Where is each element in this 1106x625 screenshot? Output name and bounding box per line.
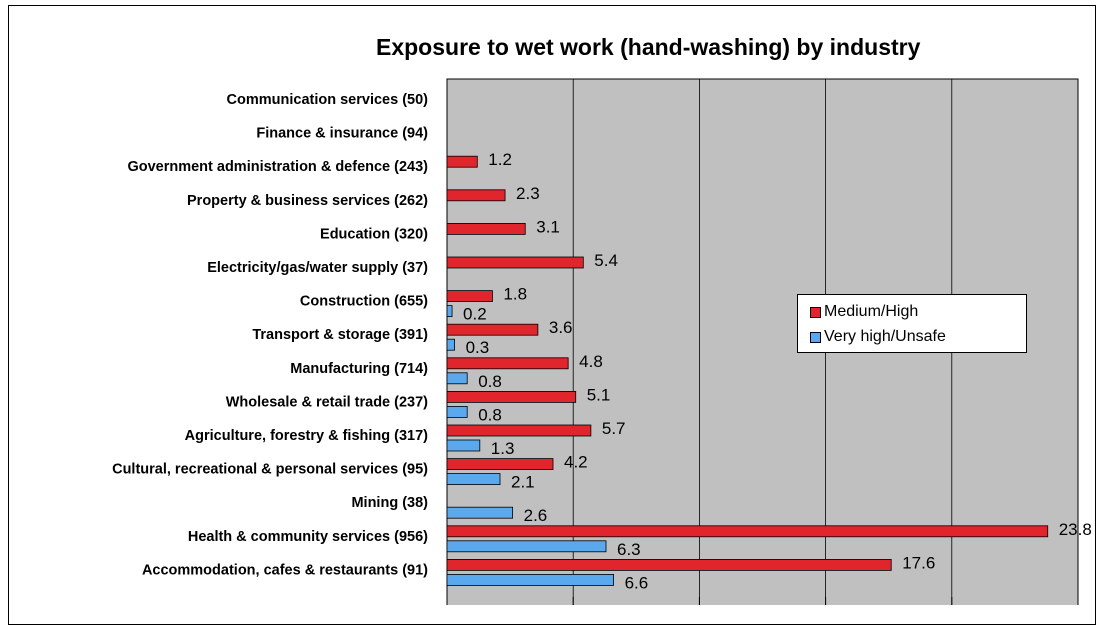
legend-swatch-very-high-unsafe <box>810 331 821 343</box>
category-label-cultural-recreational-personal-services-95: Cultural, recreational & personal servic… <box>112 462 428 478</box>
bar-very-high-unsafe-cultural-recreational-personal-services-95 <box>446 473 501 486</box>
bar-very-high-unsafe-mining-38 <box>446 506 514 519</box>
category-label-transport-storage-391: Transport & storage (391) <box>252 327 428 343</box>
data-label-medium-high-education-320: 3.1 <box>536 217 560 236</box>
legend-item-very-high-unsafe: Very high/Unsafe <box>810 328 946 346</box>
bar-medium-high-cultural-recreational-personal-services-95 <box>446 458 554 471</box>
category-label-education-320: Education (320) <box>320 226 428 242</box>
bar-very-high-unsafe-construction-655 <box>446 305 453 318</box>
chart-legend: Medium/High Very high/Unsafe <box>797 294 1027 353</box>
data-label-medium-high-government-administration-defence-243: 1.2 <box>488 150 512 169</box>
category-label-property-business-services-262: Property & business services (262) <box>187 193 428 209</box>
category-label-electricity-gas-water-supply-37: Electricity/gas/water supply (37) <box>207 260 428 276</box>
bar-medium-high-manufacturing-714 <box>446 357 569 370</box>
data-label-very-high-unsafe-construction-655: 0.2 <box>463 305 487 324</box>
bar-very-high-unsafe-wholesale-retail-trade-237 <box>446 405 468 418</box>
category-label-government-administration-defence-243: Government administration & defence (243… <box>127 159 428 175</box>
bar-very-high-unsafe-agriculture-forestry-fishing-317 <box>446 439 481 452</box>
data-label-medium-high-electricity-gas-water-supply-37: 5.4 <box>594 251 618 270</box>
bar-very-high-unsafe-transport-storage-391 <box>446 338 455 351</box>
bar-medium-high-property-business-services-262 <box>446 189 506 202</box>
data-label-medium-high-construction-655: 1.8 <box>503 285 527 304</box>
data-label-medium-high-property-business-services-262: 2.3 <box>516 184 540 203</box>
data-label-medium-high-agriculture-forestry-fishing-317: 5.7 <box>602 419 626 438</box>
legend-label-very-high-unsafe: Very high/Unsafe <box>824 328 946 345</box>
bar-medium-high-agriculture-forestry-fishing-317 <box>446 424 592 437</box>
legend-label-medium-high: Medium/High <box>824 303 919 320</box>
bar-medium-high-transport-storage-391 <box>446 323 539 336</box>
chart-title: Exposure to wet work (hand-washing) by i… <box>376 34 921 60</box>
category-label-communication-services-50: Communication services (50) <box>227 92 429 108</box>
legend-swatch-medium-high <box>810 306 821 318</box>
data-label-medium-high-cultural-recreational-personal-services-95: 4.2 <box>564 453 588 472</box>
category-label-manufacturing-714: Manufacturing (714) <box>290 361 428 377</box>
data-label-very-high-unsafe-accommodation-cafes-restaurants-91: 6.6 <box>625 573 649 592</box>
data-label-very-high-unsafe-transport-storage-391: 0.3 <box>466 338 490 357</box>
category-label-wholesale-retail-trade-237: Wholesale & retail trade (237) <box>226 394 428 410</box>
category-label-finance-insurance-94: Finance & insurance (94) <box>256 126 428 142</box>
data-label-medium-high-health-community-services-956: 23.8 <box>1059 520 1092 539</box>
bar-very-high-unsafe-health-community-services-956 <box>446 540 607 553</box>
category-label-accommodation-cafes-restaurants-91: Accommodation, cafes & restaurants (91) <box>142 562 428 578</box>
data-label-medium-high-manufacturing-714: 4.8 <box>579 352 603 371</box>
bar-very-high-unsafe-manufacturing-714 <box>446 372 468 385</box>
bar-very-high-unsafe-accommodation-cafes-restaurants-91 <box>446 574 614 586</box>
category-label-construction-655: Construction (655) <box>300 294 428 310</box>
data-label-very-high-unsafe-manufacturing-714: 0.8 <box>478 372 502 391</box>
category-label-agriculture-forestry-fishing-317: Agriculture, forestry & fishing (317) <box>185 428 428 444</box>
data-label-very-high-unsafe-cultural-recreational-personal-services-95: 2.1 <box>511 473 535 492</box>
data-label-very-high-unsafe-health-community-services-956: 6.3 <box>617 540 641 559</box>
bar-medium-high-government-administration-defence-243 <box>446 155 478 168</box>
bar-medium-high-accommodation-cafes-restaurants-91 <box>446 559 892 571</box>
bar-medium-high-construction-655 <box>446 290 493 303</box>
category-label-health-community-services-956: Health & community services (956) <box>188 529 428 545</box>
bar-medium-high-wholesale-retail-trade-237 <box>446 390 577 403</box>
data-label-medium-high-accommodation-cafes-restaurants-91: 17.6 <box>902 553 935 572</box>
data-label-very-high-unsafe-mining-38: 2.6 <box>524 506 548 525</box>
category-label-mining-38: Mining (38) <box>351 495 428 511</box>
legend-item-medium-high: Medium/High <box>810 303 918 321</box>
bar-medium-high-electricity-gas-water-supply-37 <box>446 256 584 269</box>
data-label-medium-high-transport-storage-391: 3.6 <box>549 318 573 337</box>
bar-medium-high-health-community-services-956 <box>446 525 1049 538</box>
bar-medium-high-education-320 <box>446 222 526 235</box>
data-label-very-high-unsafe-wholesale-retail-trade-237: 0.8 <box>478 405 502 424</box>
data-label-very-high-unsafe-agriculture-forestry-fishing-317: 1.3 <box>491 439 515 458</box>
data-label-medium-high-wholesale-retail-trade-237: 5.1 <box>587 385 611 404</box>
